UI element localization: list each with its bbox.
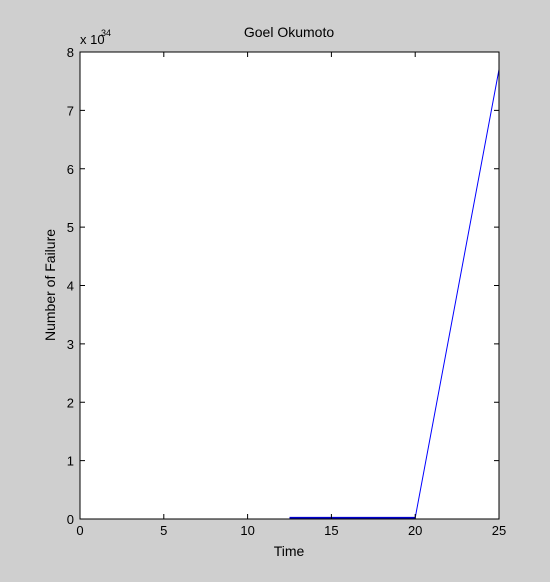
y-tick-label: 5 [67,220,74,235]
x-tick-label: 10 [240,523,254,538]
x-axis-label: Time [274,543,305,559]
y-tick-label: 2 [67,395,74,410]
y-axis-label: Number of Failure [42,229,58,341]
y-multiplier-exponent: 34 [101,28,111,38]
x-tick-label: 20 [408,523,422,538]
x-tick-label: 25 [492,523,506,538]
y-tick-label: 3 [67,337,74,352]
plot-area [80,52,499,519]
y-tick-label: 0 [67,512,74,527]
chart-title: Goel Okumoto [244,24,334,40]
y-multiplier-base: x 10 [80,32,105,47]
x-axis-ticks: 0 5 10 15 20 25 [76,52,506,538]
y-tick-label: 7 [67,103,74,118]
x-tick-label: 0 [76,523,83,538]
y-tick-label: 6 [67,162,74,177]
x-tick-label: 15 [324,523,338,538]
y-axis-ticks: 0 1 2 3 4 5 6 7 8 [67,45,499,527]
y-tick-label: 8 [67,45,74,60]
y-tick-label: 4 [67,279,74,294]
y-tick-label: 1 [67,454,74,469]
x-tick-label: 5 [160,523,167,538]
